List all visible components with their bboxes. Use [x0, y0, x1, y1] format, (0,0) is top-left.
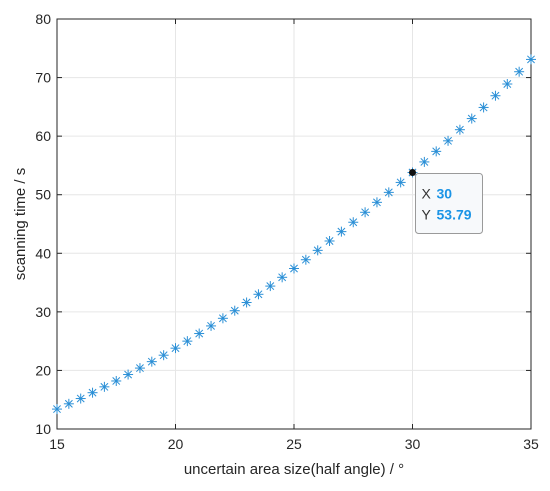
y-axis-label: scanning time / s [12, 168, 29, 281]
data-point [443, 135, 454, 146]
data-point [182, 336, 193, 347]
x-tick-label: 35 [523, 436, 539, 452]
data-point [134, 363, 145, 374]
data-point [514, 66, 525, 77]
x-tick-label: 30 [405, 436, 421, 452]
data-series [52, 54, 536, 415]
data-point [502, 79, 513, 90]
data-point [371, 197, 382, 208]
data-point [466, 113, 477, 124]
data-point [265, 281, 276, 292]
datatip-y-key: Y [422, 207, 432, 223]
x-tick-label: 15 [49, 436, 65, 452]
data-point [383, 187, 394, 198]
data-point [478, 102, 489, 113]
data-point [454, 124, 465, 135]
x-tick-label: 20 [168, 436, 184, 452]
axis-ticks: 15 20 25 30 35 10 20 30 40 50 60 70 80 [35, 11, 539, 452]
y-tick-label: 40 [35, 245, 51, 261]
y-tick-label: 50 [35, 187, 51, 203]
y-tick-label: 30 [35, 304, 51, 320]
x-tick-label: 25 [286, 436, 302, 452]
data-point [526, 54, 536, 65]
data-point [360, 207, 371, 218]
datatip[interactable]: X 30 Y 53.79 [409, 169, 483, 235]
data-point [146, 356, 157, 367]
y-tick-label: 10 [35, 421, 51, 437]
data-point [312, 245, 323, 256]
data-point [419, 156, 430, 167]
data-point [324, 235, 335, 246]
data-point [52, 404, 62, 415]
data-point [253, 289, 264, 300]
data-point [217, 313, 228, 324]
data-point [158, 350, 169, 361]
datatip-box [415, 173, 483, 235]
data-point [229, 305, 240, 316]
data-point [63, 398, 74, 409]
data-point [241, 297, 252, 308]
data-point [348, 217, 359, 228]
y-tick-label: 70 [35, 70, 51, 86]
data-point [336, 226, 347, 237]
data-point [75, 393, 86, 404]
y-tick-label: 20 [35, 362, 51, 378]
data-point [206, 320, 217, 331]
x-axis-label: uncertain area size(half angle) / ° [184, 461, 404, 478]
data-point [300, 254, 311, 265]
data-point [170, 343, 181, 354]
y-tick-label: 80 [35, 11, 51, 27]
datatip-y-value: 53.79 [437, 207, 472, 223]
data-point [194, 328, 205, 339]
data-point [289, 263, 299, 274]
datatip-x-value: 30 [437, 186, 453, 202]
data-point [395, 177, 406, 188]
data-point [123, 369, 134, 380]
data-point [87, 387, 98, 398]
data-point [490, 90, 501, 101]
y-tick-label: 60 [35, 128, 51, 144]
data-point [277, 272, 288, 283]
datatip-marker[interactable] [409, 169, 416, 177]
datatip-x-key: X [422, 186, 432, 202]
data-point [431, 146, 442, 157]
data-point [111, 375, 122, 386]
data-point [99, 381, 110, 392]
